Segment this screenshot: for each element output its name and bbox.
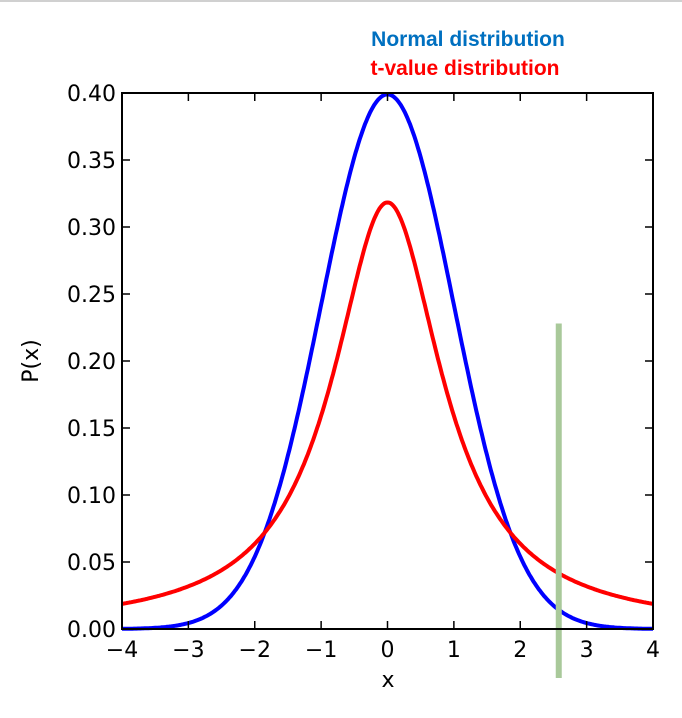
x-axis-label: x [381,668,394,693]
y-tick-label: 0.05 [67,551,116,576]
series-line-normal [122,92,653,631]
x-tick-label: 3 [580,638,594,663]
y-tick-label: 0.35 [67,149,116,174]
x-tick-label: −3 [172,638,204,663]
y-tick-label: 0.25 [67,283,116,308]
series-line-t-value [121,200,654,606]
y-tick-label: 0.15 [67,417,116,442]
legend-normal: Normal distribution [371,28,565,51]
plot-frame [121,92,654,630]
x-tick-label: −4 [106,638,138,663]
y-tick-label: 0.30 [67,216,116,241]
y-tick-label: 0.10 [67,484,116,509]
x-tick-label: −1 [305,638,337,663]
x-tick-label: 0 [381,638,395,663]
legend-t-value: t-value distribution [371,57,560,80]
x-tick-label: 1 [447,638,461,663]
y-tick-label: 0.00 [67,618,116,643]
y-tick-label: 0.40 [67,82,116,107]
x-tick-label: 2 [513,638,527,663]
x-tick-label: 4 [646,638,660,663]
x-tick-label: −2 [239,638,271,663]
y-axis-label: P(x) [19,339,44,382]
y-tick-label: 0.20 [67,350,116,375]
